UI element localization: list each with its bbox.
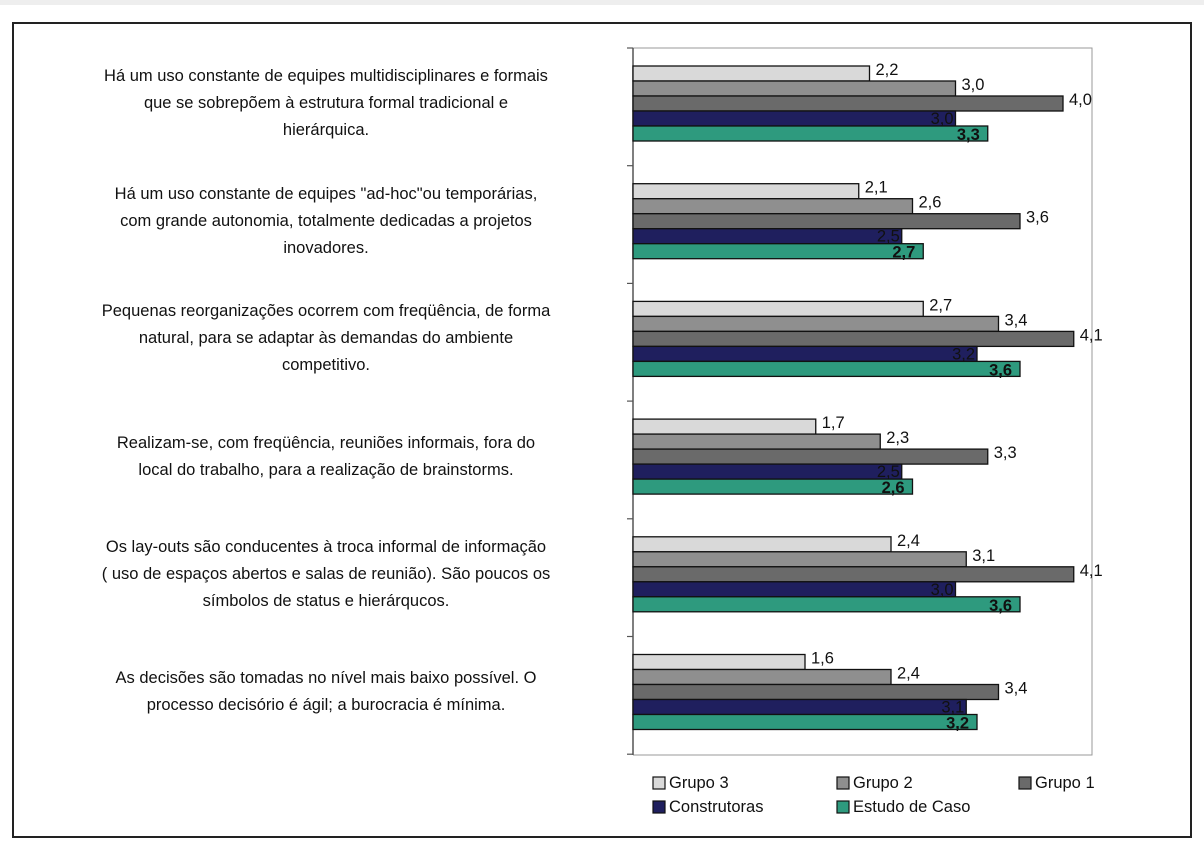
data-label: 3,3 — [994, 444, 1017, 462]
data-label: 2,7 — [892, 244, 915, 262]
bar-grupo-1 — [632, 95, 1064, 112]
bar-construtoras — [632, 228, 903, 245]
bar-grupo-2 — [632, 551, 967, 568]
bar-construtoras — [632, 110, 957, 127]
data-label: 4,1 — [1080, 562, 1103, 580]
data-label: 3,0 — [931, 110, 954, 128]
bar-grupo-2 — [632, 668, 892, 686]
data-label: 3,1 — [972, 547, 995, 565]
category-label: Pequenas reorganizações ocorrem com freq… — [101, 302, 551, 375]
bar-grupo-1 — [632, 448, 989, 465]
bar-estudo-de-caso — [632, 713, 978, 731]
bar-estudo-de-caso — [632, 243, 924, 260]
legend-label: Grupo 2 — [853, 774, 913, 792]
bar-grupo-2 — [632, 198, 914, 215]
data-label: 3,1 — [941, 699, 964, 717]
bar-estudo-de-caso — [632, 478, 914, 495]
bar-grupo-2 — [632, 80, 957, 97]
data-label: 2,5 — [877, 228, 900, 246]
data-label: 2,6 — [919, 194, 942, 212]
data-label: 1,7 — [822, 414, 845, 432]
data-label: 3,4 — [1005, 680, 1028, 698]
chart-frame — [12, 22, 1192, 838]
data-label: 3,4 — [1005, 311, 1028, 329]
data-label: 3,2 — [952, 345, 975, 363]
bar-construtoras — [632, 581, 957, 598]
bar-construtoras — [632, 345, 978, 363]
data-label: 3,0 — [931, 581, 954, 599]
bar-grupo-1 — [632, 683, 1000, 701]
data-label: 2,1 — [865, 179, 888, 197]
legend-swatch — [652, 776, 666, 790]
legend-swatch — [652, 800, 666, 814]
category-label: Realizam-se, com freqüência, reuniões in… — [116, 433, 536, 479]
legend-label: Grupo 3 — [669, 774, 729, 792]
bar-grupo-3 — [632, 536, 892, 553]
data-label: 2,3 — [886, 429, 909, 447]
data-label: 3,3 — [957, 126, 980, 144]
data-label: 4,1 — [1080, 326, 1103, 344]
legend-label: Estudo de Caso — [853, 798, 970, 816]
bar-grupo-1 — [632, 213, 1021, 230]
bar-grupo-3 — [632, 65, 871, 82]
category-label: Há um uso constante de equipes "ad-hoc"o… — [114, 184, 538, 257]
category-label: Há um uso constante de equipes multidisc… — [104, 67, 548, 139]
data-label: 1,6 — [811, 650, 834, 668]
bar-grupo-3 — [632, 653, 806, 671]
legend-swatch — [1018, 776, 1032, 790]
category-label: As decisões são tomadas no nível mais ba… — [115, 669, 537, 714]
bar-estudo-de-caso — [632, 125, 989, 142]
bar-grupo-3 — [632, 183, 860, 200]
data-label: 2,6 — [882, 479, 905, 497]
data-label: 2,7 — [929, 296, 952, 314]
category-label: Os lay-outs são conducentes à troca info… — [101, 537, 551, 610]
legend-swatch — [836, 800, 850, 814]
data-label: 2,2 — [876, 61, 899, 79]
data-label: 3,6 — [1026, 209, 1049, 227]
data-label: 3,6 — [989, 597, 1012, 615]
legend-swatch — [836, 776, 850, 790]
bar-grupo-3 — [632, 418, 817, 435]
data-label: 2,4 — [897, 665, 920, 683]
top-edge — [0, 0, 1204, 5]
bar-grupo-1 — [632, 330, 1075, 348]
bar-estudo-de-caso — [632, 360, 1021, 378]
data-label: 4,0 — [1069, 91, 1092, 109]
data-label: 3,0 — [962, 76, 985, 94]
bar-grupo-2 — [632, 315, 1000, 333]
bar-grupo-1 — [632, 566, 1075, 583]
bar-grupo-3 — [632, 300, 924, 318]
bar-construtoras — [632, 463, 903, 480]
bar-construtoras — [632, 698, 967, 716]
data-label: 3,6 — [989, 361, 1012, 379]
data-label: 2,5 — [877, 463, 900, 481]
bar-grupo-2 — [632, 433, 881, 450]
legend-label: Grupo 1 — [1035, 774, 1095, 792]
legend-label: Construtoras — [669, 798, 763, 816]
bar-estudo-de-caso — [632, 596, 1021, 613]
data-label: 2,4 — [897, 532, 920, 550]
data-label: 3,2 — [946, 715, 969, 733]
plot-border — [633, 47, 1093, 756]
